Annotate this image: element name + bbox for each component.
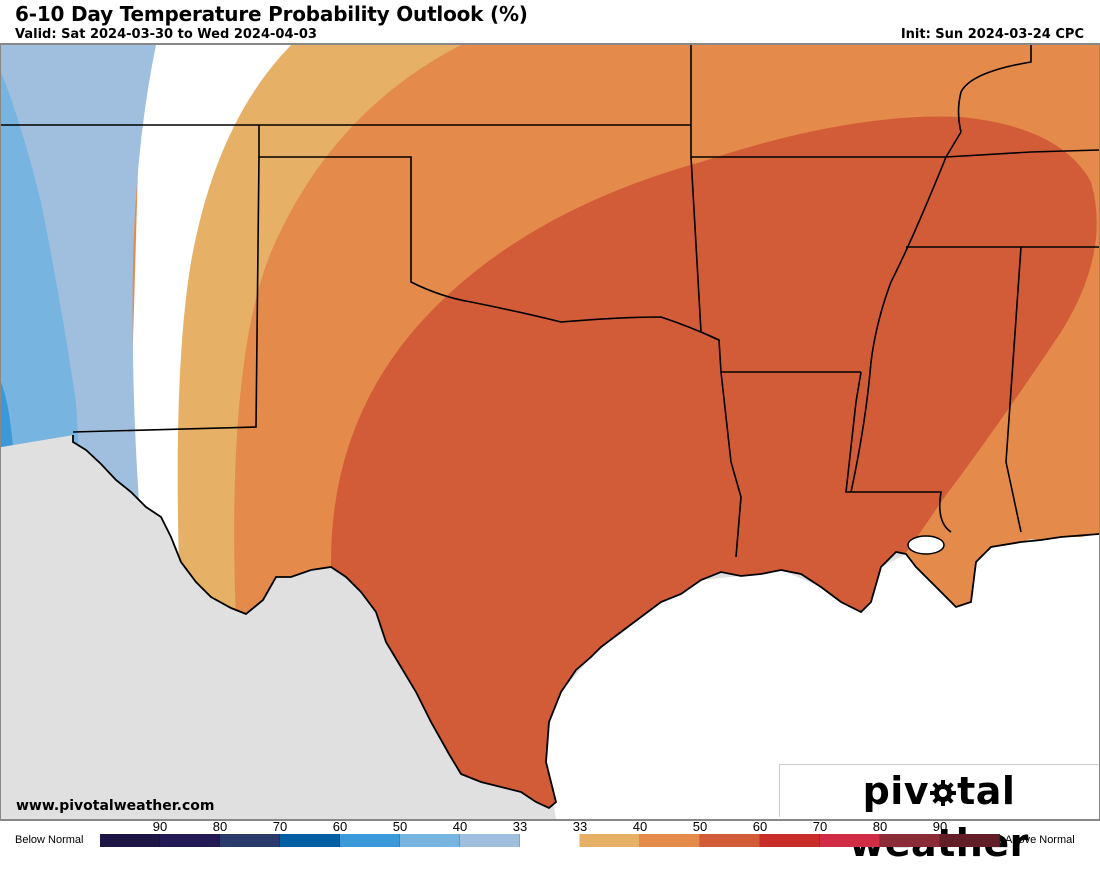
valid-period: Valid: Sat 2024-03-30 to Wed 2024-04-03 [15,27,317,42]
below-normal-label: Below Normal [15,834,84,846]
swatch-above-90 [940,834,1000,847]
swatch-above-80 [880,834,940,847]
swatch-above-70 [820,834,880,847]
outlook-map [1,45,1099,819]
swatch-above-33 [580,834,640,847]
lake-pontchartrain [907,535,945,555]
legend-tick: 50 [392,819,408,834]
swatch-above-40 [640,834,700,847]
swatch-below-90 [100,834,160,847]
legend-tick: 90 [932,819,948,834]
above-normal-label: Above Normal [1005,834,1075,846]
swatch-below-33 [460,834,520,847]
swatch-below-70 [220,834,280,847]
legend-tick: 90 [152,819,168,834]
legend-tick: 40 [452,819,468,834]
legend-tick: 70 [812,819,828,834]
state-boundaries [1,45,1099,558]
color-legend: Below Normal 90 80 70 60 50 40 33 33 40 … [0,818,1100,850]
legend-tick: 80 [872,819,888,834]
gear-icon [929,768,957,806]
swatch-below-50 [340,834,400,847]
swatch-below-80 [160,834,220,847]
swatch-normal [520,834,580,847]
init-time: Init: Sun 2024-03-24 CPC [900,27,1084,42]
logo-text-left: piv [862,769,930,813]
swatch-below-40 [400,834,460,847]
map-title: 6-10 Day Temperature Probability Outlook… [15,2,528,26]
legend-tick: 60 [332,819,348,834]
swatch-above-60 [760,834,820,847]
website-url[interactable]: www.pivotalweather.com [16,798,215,814]
legend-tick: 33 [512,819,528,834]
coastline [72,435,1099,810]
gulf-of-mexico [546,534,1099,819]
swatch-above-50 [700,834,760,847]
legend-tick: 40 [632,819,648,834]
legend-colorbar [100,834,1000,847]
map-area [0,43,1100,821]
swatch-below-60 [280,834,340,847]
legend-tick: 80 [212,819,228,834]
legend-tick: 70 [272,819,288,834]
legend-tick: 33 [572,819,588,834]
legend-tick: 60 [752,819,768,834]
legend-tick: 50 [692,819,708,834]
